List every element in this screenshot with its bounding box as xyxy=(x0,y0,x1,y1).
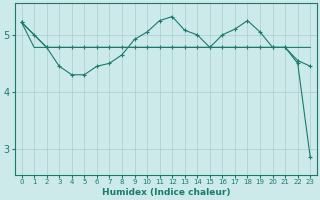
X-axis label: Humidex (Indice chaleur): Humidex (Indice chaleur) xyxy=(102,188,230,197)
